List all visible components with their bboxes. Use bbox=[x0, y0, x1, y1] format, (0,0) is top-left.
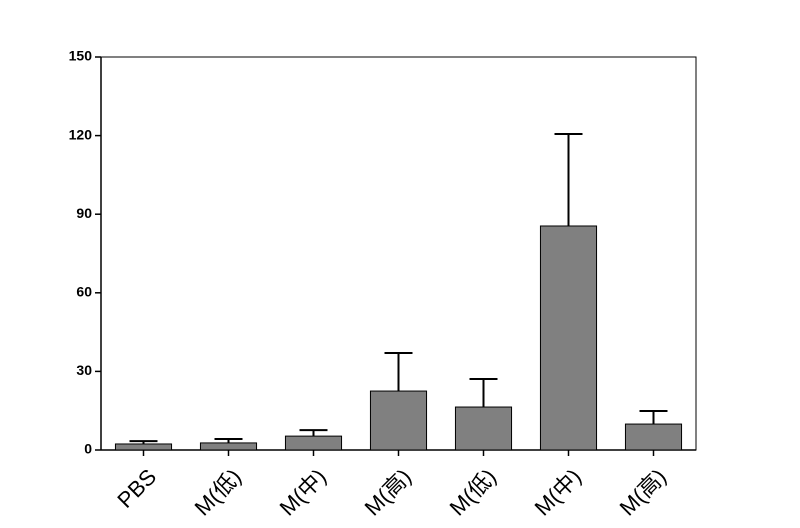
x-tick-label: M(高) bbox=[615, 464, 672, 521]
x-tick-label: M(中) bbox=[530, 464, 587, 521]
x-tick-label: M(中) bbox=[275, 464, 332, 521]
x-tick-label: M(低) bbox=[190, 464, 247, 521]
y-tick-label: 150 bbox=[69, 48, 93, 64]
x-tick-label: PBS bbox=[112, 464, 161, 513]
bar bbox=[284, 435, 343, 451]
bar bbox=[199, 442, 258, 451]
y-tick-label: 60 bbox=[76, 284, 92, 300]
bar bbox=[624, 423, 683, 451]
x-tick-label: M(低) bbox=[445, 464, 502, 521]
bar bbox=[454, 406, 513, 451]
y-tick-label: 0 bbox=[84, 441, 92, 457]
x-tick-label: M(高) bbox=[360, 464, 417, 521]
bar bbox=[369, 390, 428, 451]
y-tick-label: 30 bbox=[76, 362, 92, 378]
y-tick-label: 90 bbox=[76, 205, 92, 221]
bar bbox=[539, 225, 598, 451]
y-tick-label: 120 bbox=[69, 126, 93, 142]
bar bbox=[114, 443, 173, 451]
